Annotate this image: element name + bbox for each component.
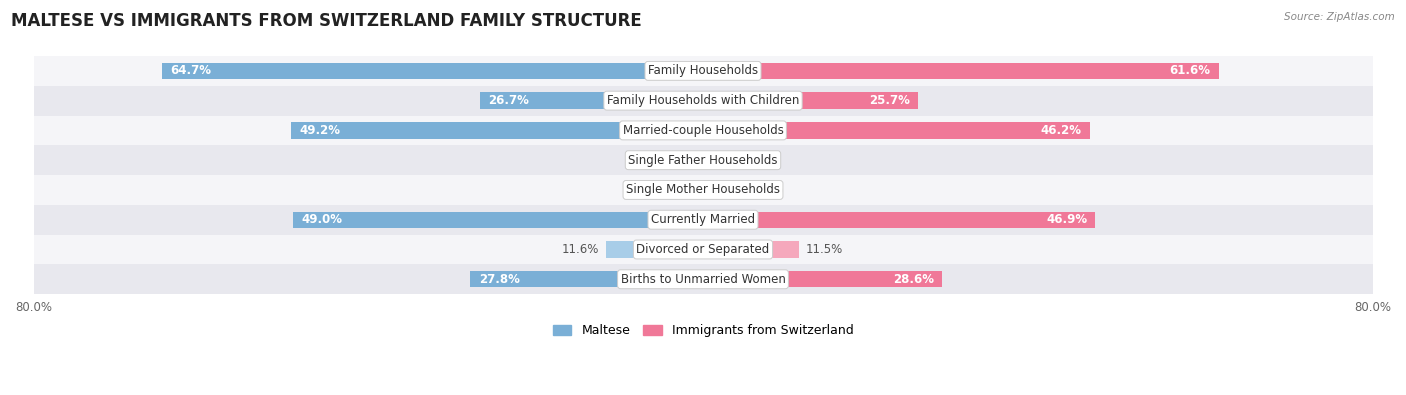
Text: Source: ZipAtlas.com: Source: ZipAtlas.com bbox=[1284, 12, 1395, 22]
Text: Births to Unmarried Women: Births to Unmarried Women bbox=[620, 273, 786, 286]
Bar bbox=[703, 63, 1219, 79]
Text: 25.7%: 25.7% bbox=[869, 94, 910, 107]
FancyBboxPatch shape bbox=[17, 235, 1389, 264]
FancyBboxPatch shape bbox=[17, 205, 1389, 235]
Text: Single Father Households: Single Father Households bbox=[628, 154, 778, 167]
Text: Currently Married: Currently Married bbox=[651, 213, 755, 226]
Text: 64.7%: 64.7% bbox=[170, 64, 211, 77]
Bar bbox=[703, 212, 1095, 228]
Text: Single Mother Households: Single Mother Households bbox=[626, 183, 780, 196]
Text: 61.6%: 61.6% bbox=[1170, 64, 1211, 77]
Text: 46.2%: 46.2% bbox=[1040, 124, 1081, 137]
Text: 11.5%: 11.5% bbox=[806, 243, 844, 256]
Bar bbox=[703, 92, 918, 109]
Bar bbox=[703, 122, 1090, 139]
Bar bbox=[703, 152, 720, 168]
Text: 26.7%: 26.7% bbox=[488, 94, 529, 107]
Bar bbox=[162, 63, 703, 79]
Bar bbox=[471, 271, 703, 288]
Bar bbox=[292, 212, 703, 228]
Bar bbox=[703, 182, 748, 198]
FancyBboxPatch shape bbox=[17, 175, 1389, 205]
Text: 27.8%: 27.8% bbox=[478, 273, 520, 286]
Text: Divorced or Separated: Divorced or Separated bbox=[637, 243, 769, 256]
FancyBboxPatch shape bbox=[17, 56, 1389, 86]
Text: 49.0%: 49.0% bbox=[301, 213, 342, 226]
Text: Family Households: Family Households bbox=[648, 64, 758, 77]
FancyBboxPatch shape bbox=[17, 264, 1389, 294]
Bar bbox=[703, 241, 799, 258]
Text: Family Households with Children: Family Households with Children bbox=[607, 94, 799, 107]
Bar bbox=[479, 92, 703, 109]
Text: Married-couple Households: Married-couple Households bbox=[623, 124, 783, 137]
Text: 49.2%: 49.2% bbox=[299, 124, 340, 137]
Bar bbox=[291, 122, 703, 139]
FancyBboxPatch shape bbox=[17, 145, 1389, 175]
Text: 2.0%: 2.0% bbox=[727, 154, 756, 167]
Legend: Maltese, Immigrants from Switzerland: Maltese, Immigrants from Switzerland bbox=[548, 320, 858, 342]
FancyBboxPatch shape bbox=[17, 86, 1389, 115]
Bar bbox=[659, 182, 703, 198]
Bar bbox=[686, 152, 703, 168]
Text: 2.0%: 2.0% bbox=[650, 154, 679, 167]
Text: 28.6%: 28.6% bbox=[893, 273, 934, 286]
Bar bbox=[606, 241, 703, 258]
FancyBboxPatch shape bbox=[17, 115, 1389, 145]
Text: 5.2%: 5.2% bbox=[623, 183, 652, 196]
Text: 46.9%: 46.9% bbox=[1046, 213, 1087, 226]
Text: MALTESE VS IMMIGRANTS FROM SWITZERLAND FAMILY STRUCTURE: MALTESE VS IMMIGRANTS FROM SWITZERLAND F… bbox=[11, 12, 643, 30]
Bar bbox=[703, 271, 942, 288]
Text: 5.3%: 5.3% bbox=[754, 183, 783, 196]
Text: 11.6%: 11.6% bbox=[562, 243, 599, 256]
